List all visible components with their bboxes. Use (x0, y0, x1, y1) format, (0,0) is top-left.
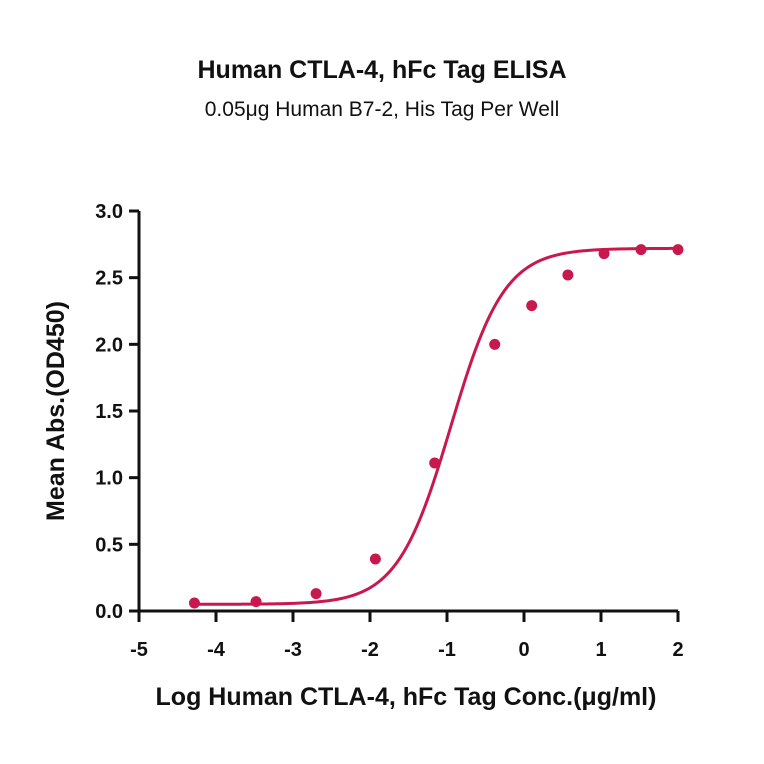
chart-subtitle: 0.05μg Human B7-2, His Tag Per Well (204, 98, 560, 121)
x-axis-label: Log Human CTLA-4, hFc Tag Conc.(μg/ml) (156, 683, 657, 711)
x-tick-label: -5 (130, 639, 148, 661)
y-tick-label: 2.0 (95, 334, 123, 356)
y-tick-label: 3.0 (95, 201, 123, 223)
x-tick-label: 2 (672, 639, 683, 661)
chart-title: Human CTLA-4, hFc Tag ELISA (197, 56, 567, 84)
data-point (489, 338, 501, 350)
y-tick-label: 1.5 (95, 401, 123, 423)
data-point (526, 300, 538, 312)
data-point (598, 248, 610, 260)
data-point (562, 269, 574, 281)
data-point (369, 553, 381, 565)
axes: 0.0 0.5 1.0 1.5 2.0 2.5 3.0 -5 -4 -3 -2 -1 0 1 2 (95, 201, 683, 661)
data-point (672, 244, 684, 256)
data-point (188, 597, 200, 609)
x-tick-label: -1 (438, 639, 456, 661)
data-point (310, 588, 322, 600)
x-tick-label: -3 (284, 639, 302, 661)
y-tick-label: 1.0 (95, 468, 123, 490)
y-ticks: 0.0 0.5 1.0 1.5 2.0 2.5 3.0 (95, 201, 139, 623)
x-tick-label: -4 (207, 639, 226, 661)
data-point (635, 244, 647, 256)
fit-curve (194, 246, 678, 606)
y-tick-label: 2.5 (95, 268, 123, 290)
data-point (250, 596, 262, 608)
data-points (188, 244, 684, 609)
y-tick-label: 0.5 (95, 534, 123, 556)
data-point (429, 457, 441, 469)
y-axis-label: Mean Abs.(OD450) (42, 301, 70, 521)
x-tick-label: -2 (361, 639, 379, 661)
x-ticks: -5 -4 -3 -2 -1 0 1 2 (130, 611, 684, 661)
x-tick-label: 1 (595, 639, 606, 661)
y-tick-label: 0.0 (95, 601, 123, 623)
x-tick-label: 0 (518, 639, 529, 661)
